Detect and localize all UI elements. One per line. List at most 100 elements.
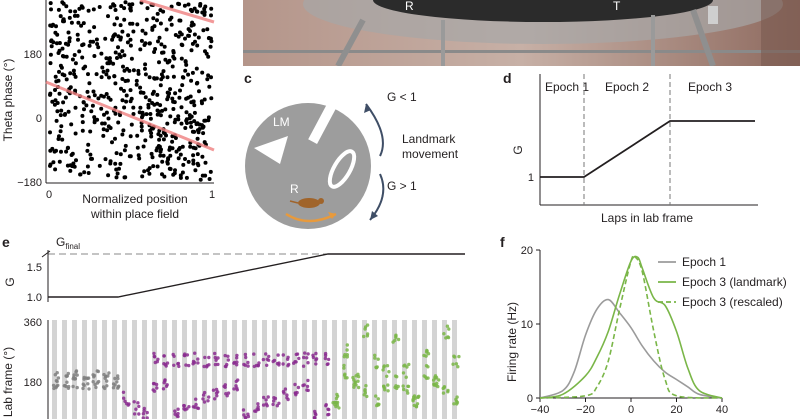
scatter-point <box>143 31 148 36</box>
scatter-point <box>147 171 152 176</box>
spike-dot <box>363 388 367 392</box>
scatter-point <box>161 153 166 158</box>
scatter-point <box>118 37 123 42</box>
scatter-point <box>143 62 148 67</box>
scatter-point <box>196 163 201 168</box>
spike-dot <box>267 354 271 359</box>
scatter-point <box>145 6 150 11</box>
scatter-point <box>131 112 136 116</box>
scatter-point <box>69 122 74 127</box>
spike-dot <box>137 404 141 409</box>
scatter-point <box>114 151 119 156</box>
scatter-point <box>64 4 69 9</box>
scatter-point <box>86 171 91 175</box>
spike-dot <box>177 364 181 369</box>
panel-a-ytick-0: 0 <box>36 113 42 125</box>
scatter-point <box>143 66 147 71</box>
scatter-point <box>160 75 165 79</box>
spike-dot <box>195 406 199 410</box>
panel-a-xtick-0: 0 <box>46 189 52 201</box>
landmark-bar <box>308 103 336 145</box>
scatter-point <box>135 22 140 27</box>
scatter-point <box>106 173 111 178</box>
spike-dot <box>437 378 441 382</box>
spike-dot <box>293 382 297 387</box>
spike-dot <box>134 407 138 411</box>
scatter-point <box>86 142 91 147</box>
spike-dot <box>213 362 218 367</box>
spike-dot <box>272 399 276 403</box>
spike-dot <box>326 357 331 362</box>
scatter-point <box>141 144 146 149</box>
spike-dot <box>327 407 331 412</box>
spike-dot <box>223 353 227 358</box>
panel-e-ytick-360: 360 <box>24 317 42 329</box>
scatter-point <box>198 3 203 8</box>
series-line-3 <box>539 254 723 399</box>
panel-a-scatter-points <box>48 0 214 182</box>
spike-dot <box>246 414 251 419</box>
spike-dot <box>276 353 280 357</box>
epoch-1-label: Epoch 1 <box>545 80 589 94</box>
lap-stripe <box>292 320 297 419</box>
spike-dot <box>306 352 310 356</box>
lap-stripe <box>72 320 77 419</box>
scatter-point <box>116 120 121 125</box>
scatter-point <box>129 56 134 61</box>
epoch-2-label: Epoch 2 <box>605 80 649 94</box>
spike-dot <box>235 353 239 358</box>
spike-dot <box>402 387 406 392</box>
scatter-point <box>122 105 127 110</box>
spike-dot <box>234 379 238 384</box>
spike-dot <box>387 370 391 374</box>
scatter-point <box>180 83 185 88</box>
scatter-point <box>190 70 195 75</box>
scatter-point <box>206 54 211 59</box>
scatter-point <box>159 147 163 152</box>
scatter-point <box>128 43 133 48</box>
scatter-point <box>150 126 154 131</box>
spike-dot <box>141 416 145 419</box>
panel-d-ylabel: G <box>511 145 525 154</box>
scatter-point <box>100 65 105 70</box>
spike-dot <box>116 376 120 381</box>
scatter-point <box>65 146 70 151</box>
spike-dot <box>172 363 176 367</box>
lap-stripe <box>332 320 337 419</box>
arena-disk <box>245 103 371 229</box>
spike-dot <box>354 374 358 378</box>
scatter-point <box>184 96 189 101</box>
lap-stripe <box>152 320 157 419</box>
x-tick-label: 40 <box>716 404 728 416</box>
scatter-point <box>163 57 168 62</box>
lap-stripe <box>302 320 307 419</box>
scatter-point <box>104 110 109 115</box>
scatter-point <box>158 133 163 138</box>
scatter-point <box>157 35 162 40</box>
spike-dot <box>404 375 408 379</box>
scatter-point <box>172 100 177 105</box>
spike-dot <box>265 363 269 367</box>
scatter-point <box>168 87 173 92</box>
scatter-point <box>124 99 129 104</box>
scatter-point <box>67 36 72 41</box>
scatter-point <box>122 17 127 22</box>
scatter-point <box>105 128 110 133</box>
scatter-point <box>136 153 141 158</box>
scatter-point <box>58 129 63 134</box>
scatter-point <box>59 149 63 154</box>
spike-dot <box>447 327 451 331</box>
spike-dot <box>415 402 420 406</box>
lap-stripe <box>282 320 287 419</box>
scatter-point <box>198 177 203 182</box>
panel-e-letter: e <box>2 234 10 250</box>
scatter-point <box>202 6 207 11</box>
spike-dot <box>396 337 401 342</box>
spike-dot <box>55 371 59 375</box>
scatter-point <box>128 8 133 13</box>
spike-dot <box>215 394 219 398</box>
x-tick-label: −20 <box>576 404 595 416</box>
scatter-point <box>168 17 172 22</box>
scatter-point <box>159 42 164 47</box>
scatter-point <box>195 43 200 48</box>
